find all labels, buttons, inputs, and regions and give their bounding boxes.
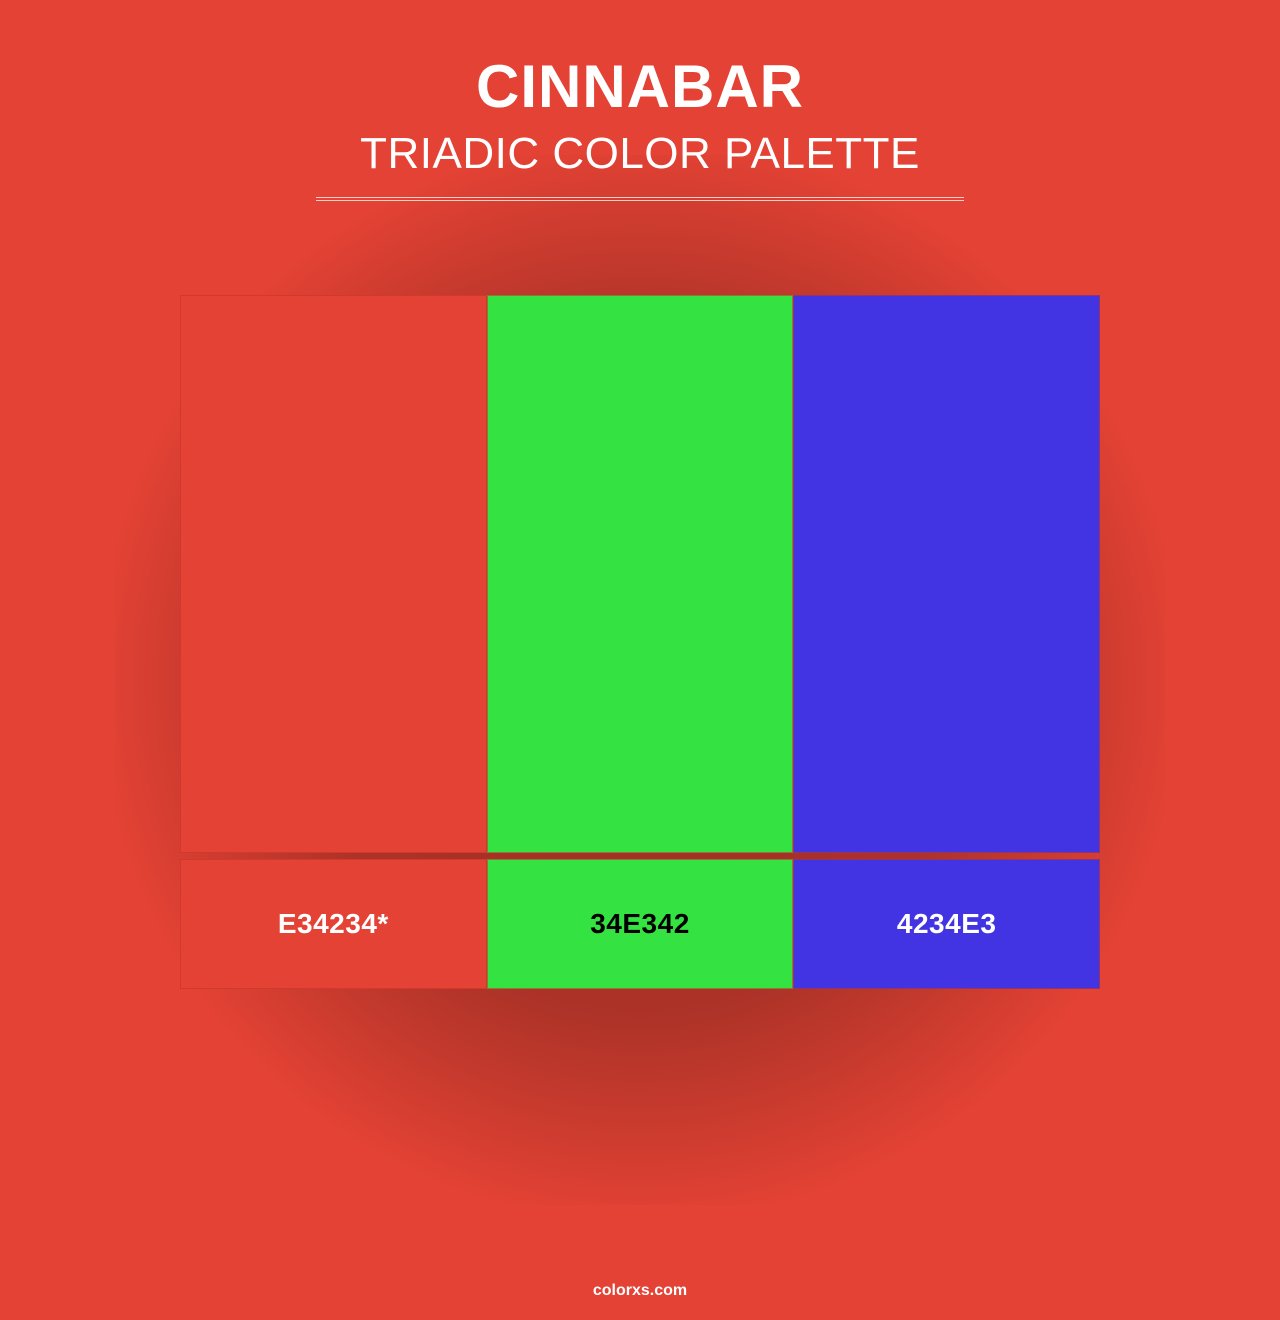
swatch-row: [180, 295, 1100, 853]
swatch-1: [180, 295, 487, 853]
color-palette: E34234* 34E342 4234E3: [180, 295, 1100, 989]
page-subtitle: TRIADIC COLOR PALETTE: [0, 129, 1280, 179]
swatch-label-2: 34E342: [487, 859, 794, 989]
label-row: E34234* 34E342 4234E3: [180, 859, 1100, 989]
page-title: CINNABAR: [0, 52, 1280, 121]
header: CINNABAR TRIADIC COLOR PALETTE: [0, 0, 1280, 201]
footer-credit: colorxs.com: [0, 1282, 1280, 1300]
swatch-label-1: E34234*: [180, 859, 487, 989]
swatch-3: [793, 295, 1100, 853]
page-content: CINNABAR TRIADIC COLOR PALETTE E34234* 3…: [0, 0, 1280, 1320]
swatch-2: [487, 295, 794, 853]
swatch-label-3: 4234E3: [793, 859, 1100, 989]
header-divider: [316, 197, 964, 201]
